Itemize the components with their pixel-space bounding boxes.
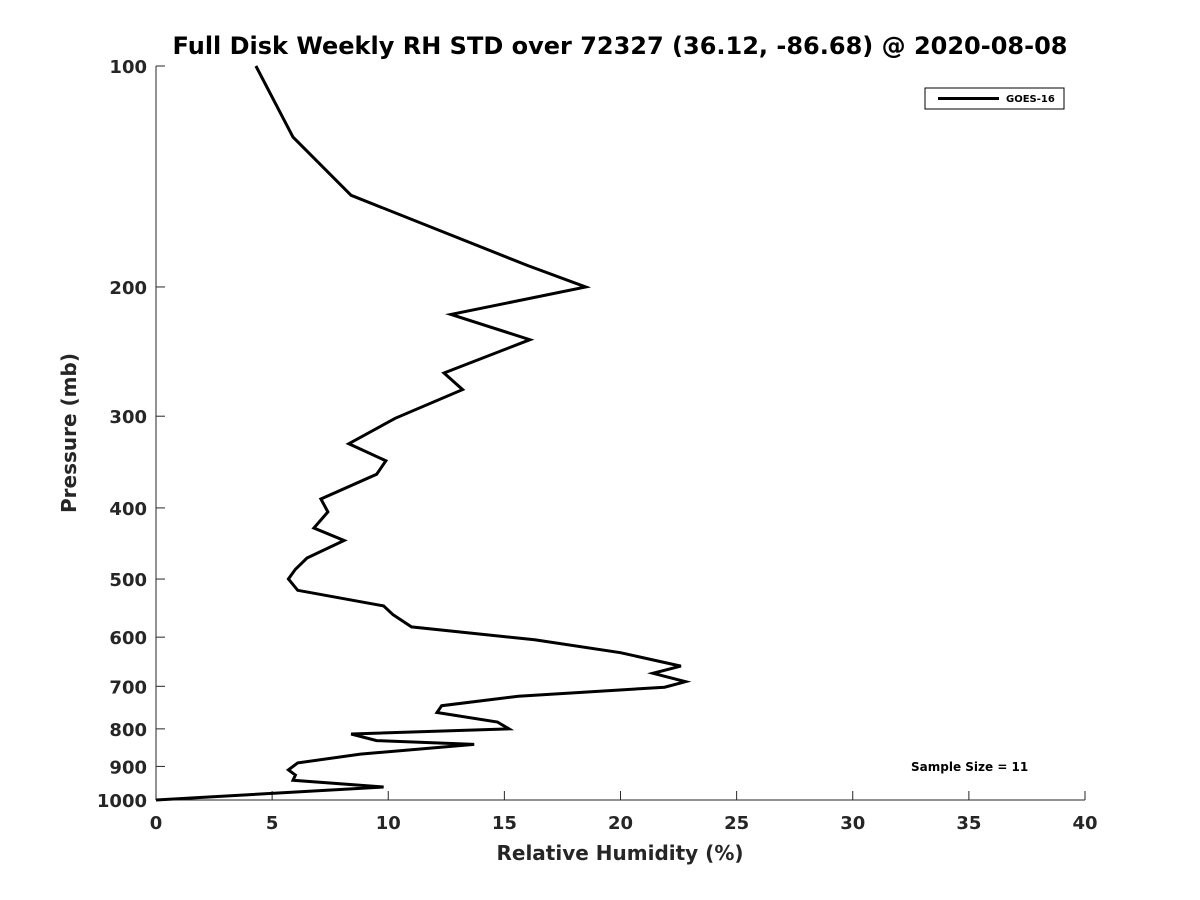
y-tick-label: 400 — [109, 499, 147, 520]
series-line-goes-16 — [155, 65, 692, 802]
legend-label-goes-16: GOES-16 — [1006, 94, 1055, 105]
x-tick-label: 35 — [956, 813, 981, 834]
x-tick-label: 20 — [608, 813, 633, 834]
y-tick-label: 300 — [109, 407, 147, 428]
y-tick-label: 900 — [109, 757, 147, 778]
sample-size-annotation: Sample Size = 11 — [911, 760, 1028, 774]
x-tick-label: 10 — [376, 813, 401, 834]
x-tick-label: 40 — [1072, 813, 1097, 834]
y-tick-label: 700 — [109, 677, 147, 698]
y-tick-label: 1000 — [97, 791, 147, 812]
y-tick-label: 800 — [109, 720, 147, 741]
y-tick-label: 100 — [109, 57, 147, 78]
x-axis-ticks: 0 5 10 15 20 25 30 35 40 — [150, 791, 1098, 834]
x-tick-label: 25 — [724, 813, 749, 834]
x-tick-label: 0 — [150, 813, 163, 834]
x-tick-label: 30 — [840, 813, 865, 834]
y-tick-label: 600 — [109, 628, 147, 649]
x-tick-label: 15 — [492, 813, 517, 834]
y-tick-label: 500 — [109, 570, 147, 591]
x-tick-label: 5 — [266, 813, 279, 834]
legend: GOES-16 — [924, 87, 1065, 110]
y-axis-label: Pressure (mb) — [57, 353, 81, 513]
x-axis-label: Relative Humidity (%) — [496, 841, 743, 865]
y-tick-label: 200 — [109, 278, 147, 299]
chart-title: Full Disk Weekly RH STD over 72327 (36.1… — [173, 32, 1068, 60]
y-axis-ticks: 100 200 300 400 500 600 700 800 900 1000 — [97, 57, 165, 812]
